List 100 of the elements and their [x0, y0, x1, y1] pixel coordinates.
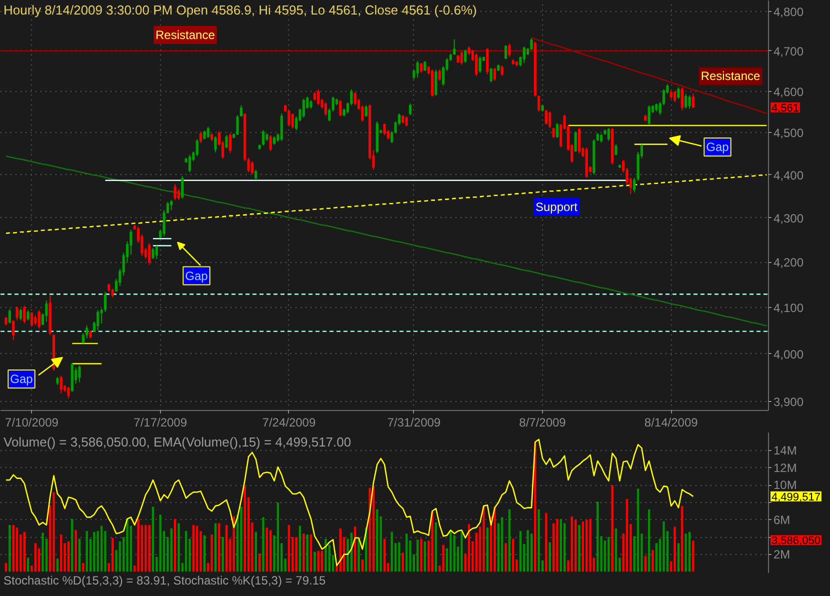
bar	[67, 541, 70, 572]
bar	[548, 542, 551, 572]
y-tick-label: 4,200	[774, 256, 804, 270]
candlestick	[67, 386, 70, 399]
candlestick	[578, 128, 581, 154]
candlestick	[250, 160, 254, 175]
bar	[376, 509, 378, 572]
bar	[222, 537, 224, 572]
candlestick	[23, 305, 26, 324]
bar	[258, 553, 261, 572]
bar	[560, 518, 562, 572]
bar	[60, 534, 62, 572]
candlestick	[434, 68, 438, 96]
y-tick-label: 4,800	[774, 4, 804, 19]
bar	[203, 535, 206, 572]
y-tick-label: 4,500	[774, 126, 804, 140]
bar	[52, 492, 55, 572]
candlestick	[196, 138, 198, 157]
bar	[137, 518, 140, 572]
candlestick	[269, 134, 272, 152]
y-tick-label: 4,100	[774, 300, 804, 315]
bar	[16, 528, 18, 572]
candlestick	[78, 365, 81, 383]
candlestick	[152, 247, 154, 260]
bar	[12, 524, 14, 572]
candlestick	[225, 134, 228, 149]
bar	[681, 506, 684, 572]
annotation: Resistance	[700, 69, 761, 84]
bar	[244, 486, 246, 572]
candlestick	[104, 291, 107, 313]
x-tick-label: 7/24/2009	[262, 416, 316, 430]
bar	[170, 528, 172, 572]
bar	[563, 523, 566, 572]
candlestick	[574, 130, 577, 152]
bar	[310, 534, 312, 572]
bar	[596, 502, 599, 572]
bar	[184, 530, 188, 572]
bar	[144, 524, 147, 572]
bar	[152, 506, 154, 572]
annotation: 4,561	[772, 102, 800, 114]
candlestick	[26, 310, 30, 321]
bar	[262, 517, 264, 572]
y-tick-label: 4,600	[774, 84, 804, 99]
bar	[589, 518, 592, 572]
y-tick-label: 2M	[774, 547, 790, 562]
candlestick	[45, 300, 48, 322]
bar	[368, 488, 371, 572]
candlestick	[478, 56, 482, 74]
candlestick	[464, 49, 467, 64]
bar	[460, 532, 463, 572]
candlestick	[174, 184, 176, 201]
candlestick	[680, 86, 684, 111]
candlestick	[8, 308, 11, 324]
bar	[218, 523, 220, 572]
ref-line-label: Resistance	[156, 28, 216, 42]
candlestick	[155, 245, 158, 260]
annotation: Support	[535, 200, 578, 214]
bar	[100, 526, 103, 572]
candlestick	[280, 113, 283, 142]
candlestick	[408, 103, 412, 116]
bar	[512, 538, 514, 572]
candlestick	[262, 130, 265, 146]
candlestick	[405, 116, 408, 127]
bar	[178, 523, 180, 572]
bar	[578, 524, 580, 572]
bar	[604, 540, 606, 572]
bar	[538, 509, 540, 572]
bar	[358, 538, 360, 572]
candlestick	[424, 60, 426, 72]
bar	[42, 532, 44, 572]
candlestick	[493, 67, 496, 82]
bar	[196, 526, 198, 572]
candlestick	[188, 154, 192, 173]
bar	[232, 516, 235, 572]
candlestick	[148, 242, 151, 266]
candlestick	[607, 128, 610, 142]
bar	[424, 541, 426, 572]
bar	[684, 534, 687, 572]
x-tick-label: 7/31/2009	[387, 416, 441, 430]
bar	[574, 520, 577, 572]
candlestick	[354, 92, 356, 106]
candlestick	[339, 100, 342, 117]
candlestick	[556, 122, 559, 139]
candlestick	[453, 38, 456, 56]
bar	[508, 509, 511, 572]
bar	[611, 485, 614, 572]
bar	[276, 502, 280, 572]
bar	[361, 560, 364, 572]
bar	[552, 523, 555, 572]
bar	[608, 537, 610, 572]
text: 4,499,517	[772, 491, 820, 504]
candlestick	[240, 104, 242, 117]
candlestick	[364, 104, 368, 117]
candlestick	[96, 310, 100, 331]
bar	[93, 532, 96, 572]
bar	[269, 530, 272, 572]
bar	[486, 528, 488, 572]
bar	[655, 543, 658, 572]
annotation: Gap	[706, 140, 730, 154]
bar	[118, 541, 122, 572]
